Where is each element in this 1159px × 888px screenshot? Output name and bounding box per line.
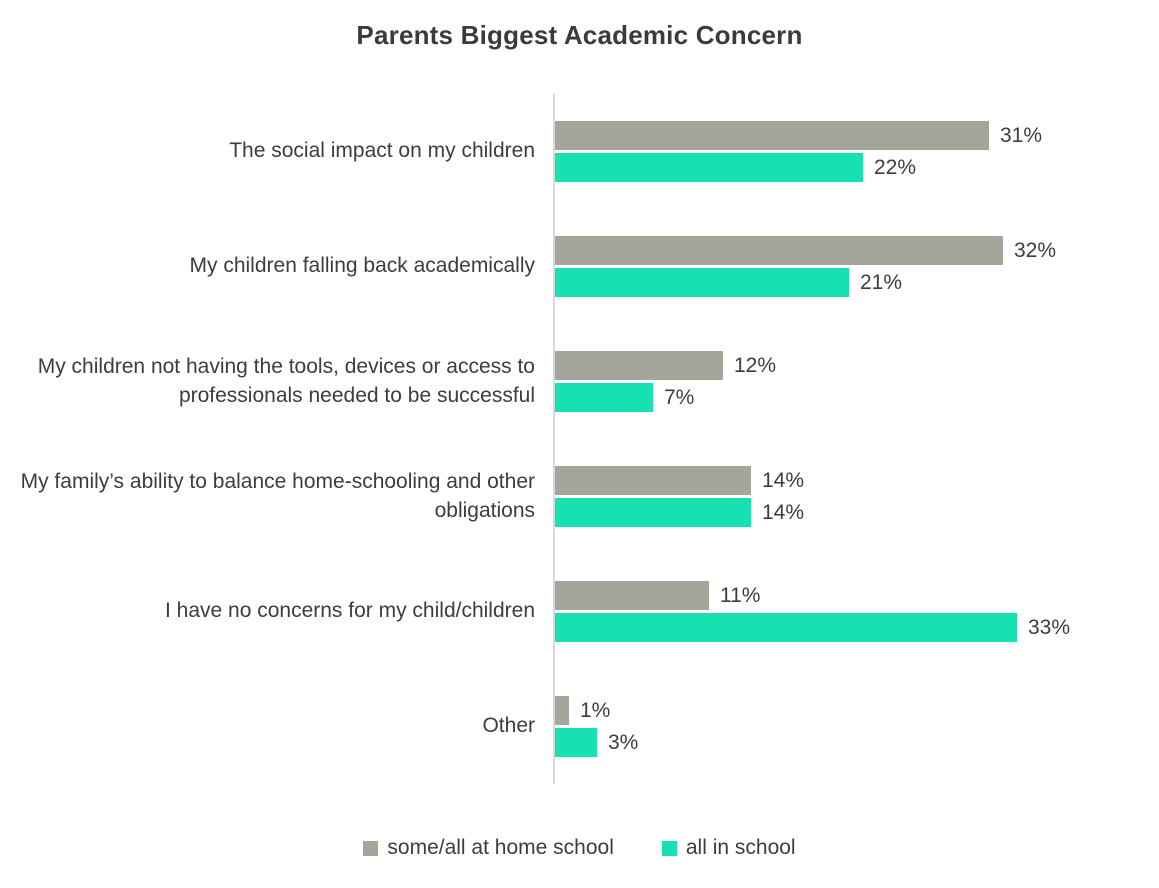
chart-title: Parents Biggest Academic Concern [356, 20, 803, 50]
value-label: 33% [1028, 615, 1071, 639]
legend-swatch [363, 840, 379, 856]
bar-all-in-school [555, 613, 1017, 642]
value-label: 12% [734, 353, 777, 377]
chart-legend: some/all at home school all in school [0, 836, 1159, 860]
bar-group: 14% 14% [553, 439, 1159, 554]
value-label: 3% [608, 730, 639, 754]
bar-line: 33% [555, 613, 1159, 642]
bar-group: 1% 3% [553, 669, 1159, 784]
bar-line: 1% [555, 696, 1159, 725]
chart-rows: The social impact on my children 31% 22% My… [0, 94, 1159, 784]
category-label: Other [482, 714, 535, 738]
value-label: 1% [580, 698, 611, 722]
bar-group: 31% 22% [553, 94, 1159, 209]
bar-chart: The social impact on my children 31% 22% My… [0, 94, 1159, 784]
bar-home-school [555, 351, 723, 380]
bar-group: 11% 33% [553, 554, 1159, 669]
bar-line: 11% [555, 581, 1159, 610]
bar-home-school [555, 466, 751, 495]
value-label: 7% [664, 385, 695, 409]
chart-row: I have no concerns for my child/children… [0, 554, 1159, 669]
chart-row: My children falling back academically 32%… [0, 209, 1159, 324]
bar-home-school [555, 236, 1003, 265]
legend-label: all in school [685, 836, 796, 859]
value-label: 32% [1014, 238, 1057, 262]
legend-label: some/all at home school [387, 836, 614, 859]
bar-home-school [555, 581, 709, 610]
legend-item-home-school: some/all at home school [363, 836, 614, 860]
bar-line: 22% [555, 153, 1159, 182]
value-label: 11% [720, 583, 761, 607]
value-label: 22% [874, 155, 917, 179]
legend-swatch [661, 840, 677, 856]
bar-group: 32% 21% [553, 209, 1159, 324]
bar-home-school [555, 121, 989, 150]
value-label: 21% [860, 270, 903, 294]
bar-all-in-school [555, 498, 751, 527]
bar-line: 3% [555, 728, 1159, 757]
value-label: 14% [762, 500, 805, 524]
chart-row: Other 1% 3% [0, 669, 1159, 784]
category-label: My children falling back academically [189, 254, 536, 278]
category-label: I have no concerns for my child/children [164, 599, 535, 623]
bar-line: 12% [555, 351, 1159, 380]
chart-row: The social impact on my children 31% 22% [0, 94, 1159, 209]
value-label: 31% [1000, 123, 1043, 147]
bar-line: 32% [555, 236, 1159, 265]
value-label: 14% [762, 468, 805, 492]
category-label: My family’s ability to balance home-scho… [20, 469, 535, 522]
chart-row: My family’s ability to balance home-scho… [0, 439, 1159, 554]
bar-line: 31% [555, 121, 1159, 150]
chart-row: My children not having the tools, device… [0, 324, 1159, 439]
bar-line: 14% [555, 466, 1159, 495]
bar-line: 14% [555, 498, 1159, 527]
bar-line: 7% [555, 383, 1159, 412]
legend-item-all-in-school: all in school [661, 836, 796, 860]
bar-all-in-school [555, 268, 849, 297]
category-label: The social impact on my children [229, 139, 535, 163]
bar-home-school [555, 696, 569, 725]
category-label: My children not having the tools, device… [37, 354, 535, 407]
bar-line: 21% [555, 268, 1159, 297]
bar-all-in-school [555, 728, 597, 757]
bar-all-in-school [555, 383, 653, 412]
bar-group: 12% 7% [553, 324, 1159, 439]
bar-all-in-school [555, 153, 863, 182]
